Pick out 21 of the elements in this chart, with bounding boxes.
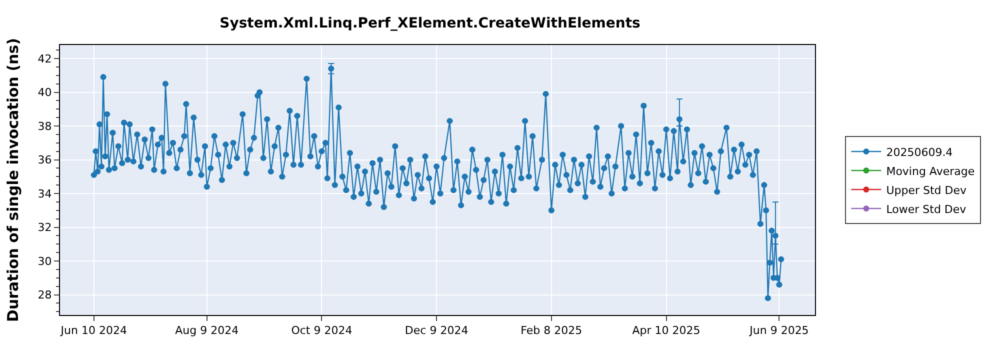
y-tick-label: 36	[38, 154, 52, 167]
legend-label: Moving Average	[886, 164, 975, 178]
x-tick-label: Feb 8 2025	[520, 324, 582, 338]
legend-label: Upper Std Dev	[886, 184, 968, 197]
y-tick-label: 30	[38, 254, 52, 268]
y-tick-label: 40	[38, 86, 52, 100]
y-tick-label: 28	[38, 288, 52, 302]
chart-title: System.Xml.Linq.Perf_XElement.CreateWithElements	[220, 15, 640, 32]
legend-label: 20250609.4	[886, 146, 953, 159]
x-tick-label: Aug 9 2024	[175, 324, 239, 338]
y-tick-label: 42	[38, 52, 52, 66]
y-tick-label: 34	[38, 187, 52, 200]
x-tick-label: Dec 9 2024	[404, 324, 468, 338]
y-tick-label: 32	[38, 221, 52, 234]
x-tick-label: Jun 10 2024	[60, 324, 127, 338]
x-tick-label: Apr 10 2025	[632, 324, 700, 338]
x-tick-label: Jun 9 2025	[748, 324, 809, 338]
y-axis-title: Duration of single invocation (ns)	[4, 38, 22, 322]
legend-label: Lower Std Dev	[886, 202, 967, 216]
x-tick-label: Oct 9 2024	[291, 324, 352, 338]
y-tick-label: 38	[38, 120, 52, 133]
